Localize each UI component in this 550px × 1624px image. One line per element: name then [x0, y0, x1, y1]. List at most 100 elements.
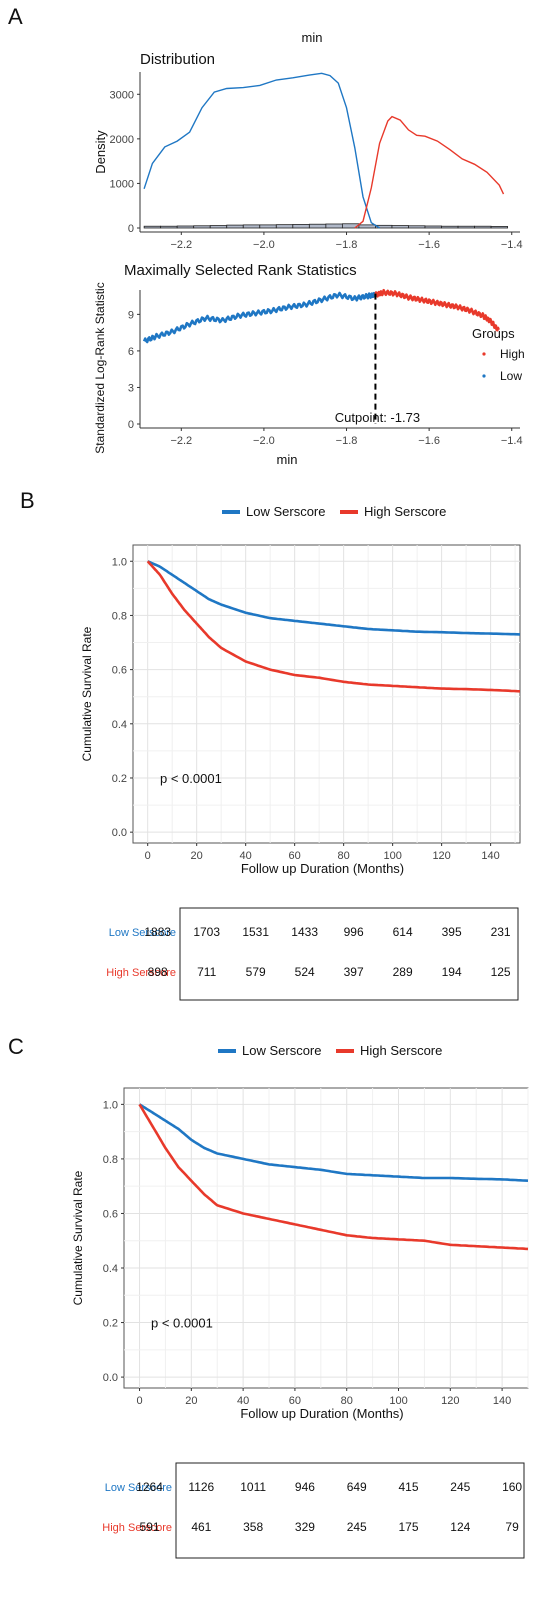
ytick-label: 0.6: [112, 665, 127, 677]
ytick-label: 0.8: [112, 610, 127, 622]
risk-table-frame: [175, 1462, 525, 1559]
distribution-ytick-label: 3000: [110, 89, 134, 101]
survival-chart-c: 0 20 40 60 80 100 120 140 0.0 0.2 0.4 0.6 0.8 1.0 Foll…: [71, 1043, 529, 1559]
density-line-high: [354, 115, 505, 229]
distribution-ytick-label: 2000: [110, 134, 134, 146]
xlabel: Follow up Duration (Months): [240, 1406, 403, 1421]
risk-cell: 245: [450, 1480, 470, 1494]
ylabel: Cumulative Survival Rate: [80, 626, 94, 761]
risk-cell: 1531: [242, 925, 269, 939]
rank-stats-title: Maximally Selected Rank Statistics: [124, 262, 357, 279]
risk-row-label: Low Serscore: [105, 1482, 172, 1494]
ytick-label: 0.0: [103, 1372, 118, 1384]
histogram-bar: [408, 225, 426, 229]
xtick-label: 20: [185, 1395, 197, 1407]
risk-cell: 79: [505, 1520, 519, 1534]
survival-curve-high: [138, 1103, 529, 1251]
risk-cell: 524: [295, 965, 315, 979]
rank-stats-xtick-label: −2.0: [253, 435, 275, 447]
rank-stats-ytick-label: 6: [128, 346, 134, 358]
risk-cell: 124: [450, 1520, 470, 1534]
ytick-label: 0.2: [103, 1318, 118, 1330]
histogram-bar: [490, 226, 509, 229]
legend-label-low: Low Serscore: [246, 504, 325, 519]
ytick-label: 1.0: [112, 556, 127, 568]
risk-row-label: High Serscore: [106, 967, 176, 979]
survival-curve-low: [147, 560, 521, 636]
risk-cell: 614: [393, 925, 413, 939]
xtick-label: 80: [338, 850, 350, 862]
histogram-bar: [209, 225, 228, 229]
risk-cell: 358: [243, 1520, 263, 1534]
legend-label-high: High Serscore: [364, 504, 446, 519]
histogram-bar: [457, 225, 475, 229]
legend-label-low: Low: [500, 369, 522, 383]
cutpoint-label: Cutpoint: -1.73: [335, 410, 420, 425]
rank-stats-xtick-label: −1.4: [501, 435, 523, 447]
panel-label-a: A: [8, 4, 23, 29]
distribution-ytick-label: 1000: [110, 178, 134, 190]
rank-stats-ytick-label: 0: [128, 419, 134, 431]
rank-statistics-chart: Maximally Selected Rank Statistics Standa…: [93, 262, 525, 467]
risk-cell: 329: [295, 1520, 315, 1534]
risk-cell: 125: [491, 965, 511, 979]
distribution-xtick-label: −1.4: [501, 239, 523, 251]
ytick-label: 1.0: [103, 1099, 118, 1111]
risk-cell: 194: [442, 965, 462, 979]
ytick-label: 0.8: [103, 1154, 118, 1166]
rank-stats-xtick-label: −2.2: [170, 435, 192, 447]
distribution-ytick-label: 0: [128, 223, 134, 235]
risk-cell: 415: [398, 1480, 418, 1494]
distribution-xtick-label: −1.6: [418, 239, 440, 251]
risk-cell: 1126: [188, 1480, 214, 1494]
rank-stats-ylabel: Standardized Log-Rank Statistic: [93, 282, 107, 453]
panel-a-top-title: min: [302, 30, 323, 45]
histogram-bar: [325, 223, 343, 229]
survival-chart-b: 0 20 40 60 80 100 120 140 0.0 0.2 0.4 0.6 0.8 1.0 Foll…: [80, 504, 521, 1001]
rank-stats-xtick-label: −1.8: [336, 435, 358, 447]
xtick-label: 40: [240, 850, 252, 862]
risk-table-frame: [179, 907, 519, 1001]
xtick-label: 0: [136, 1395, 142, 1407]
histogram-bar: [308, 223, 327, 229]
risk-cell: 1883: [144, 925, 171, 939]
rank-stats-ytick-label: 3: [128, 382, 134, 394]
xtick-label: 40: [237, 1395, 249, 1407]
survival-curve-low: [138, 1103, 529, 1182]
legend-dot-high: [482, 352, 486, 356]
risk-cell: 996: [344, 925, 364, 939]
risk-row-label: High Serscore: [102, 1522, 172, 1534]
risk-cell: 1011: [240, 1480, 266, 1494]
p-value-annotation: p < 0.0001: [160, 771, 222, 786]
rank-stats-line-low: [142, 291, 376, 344]
rank-stats-line-high: [374, 288, 500, 332]
histogram-bar: [259, 224, 277, 229]
xtick-label: 140: [493, 1395, 511, 1407]
ytick-label: 0.4: [112, 719, 127, 731]
histogram-bar: [193, 225, 211, 229]
ylabel: Cumulative Survival Rate: [71, 1170, 85, 1305]
risk-cell: 461: [191, 1520, 211, 1534]
risk-cell: 289: [393, 965, 413, 979]
distribution-xtick-label: −2.2: [170, 239, 192, 251]
risk-cell: 711: [197, 965, 216, 979]
histogram-bar: [292, 224, 310, 229]
histogram-bar: [226, 224, 244, 229]
rank-stats-xlabel: min: [277, 452, 298, 467]
ytick-label: 0.6: [103, 1208, 118, 1220]
histogram-bar: [441, 225, 459, 229]
distribution-xtick-label: −1.8: [336, 239, 358, 251]
xtick-label: 60: [289, 850, 301, 862]
risk-cell: 397: [344, 965, 364, 979]
rank-stats-ytick-label: 9: [128, 309, 134, 321]
risk-cell: 245: [347, 1520, 367, 1534]
xtick-label: 140: [481, 850, 499, 862]
panel-label-b: B: [20, 488, 35, 513]
risk-cell: 175: [398, 1520, 418, 1534]
xtick-label: 0: [145, 850, 151, 862]
risk-cell: 898: [148, 965, 168, 979]
rank-stats-xtick-label: −1.6: [418, 435, 440, 447]
plot-panel: [132, 544, 521, 844]
legend-label-high: High: [500, 347, 525, 361]
